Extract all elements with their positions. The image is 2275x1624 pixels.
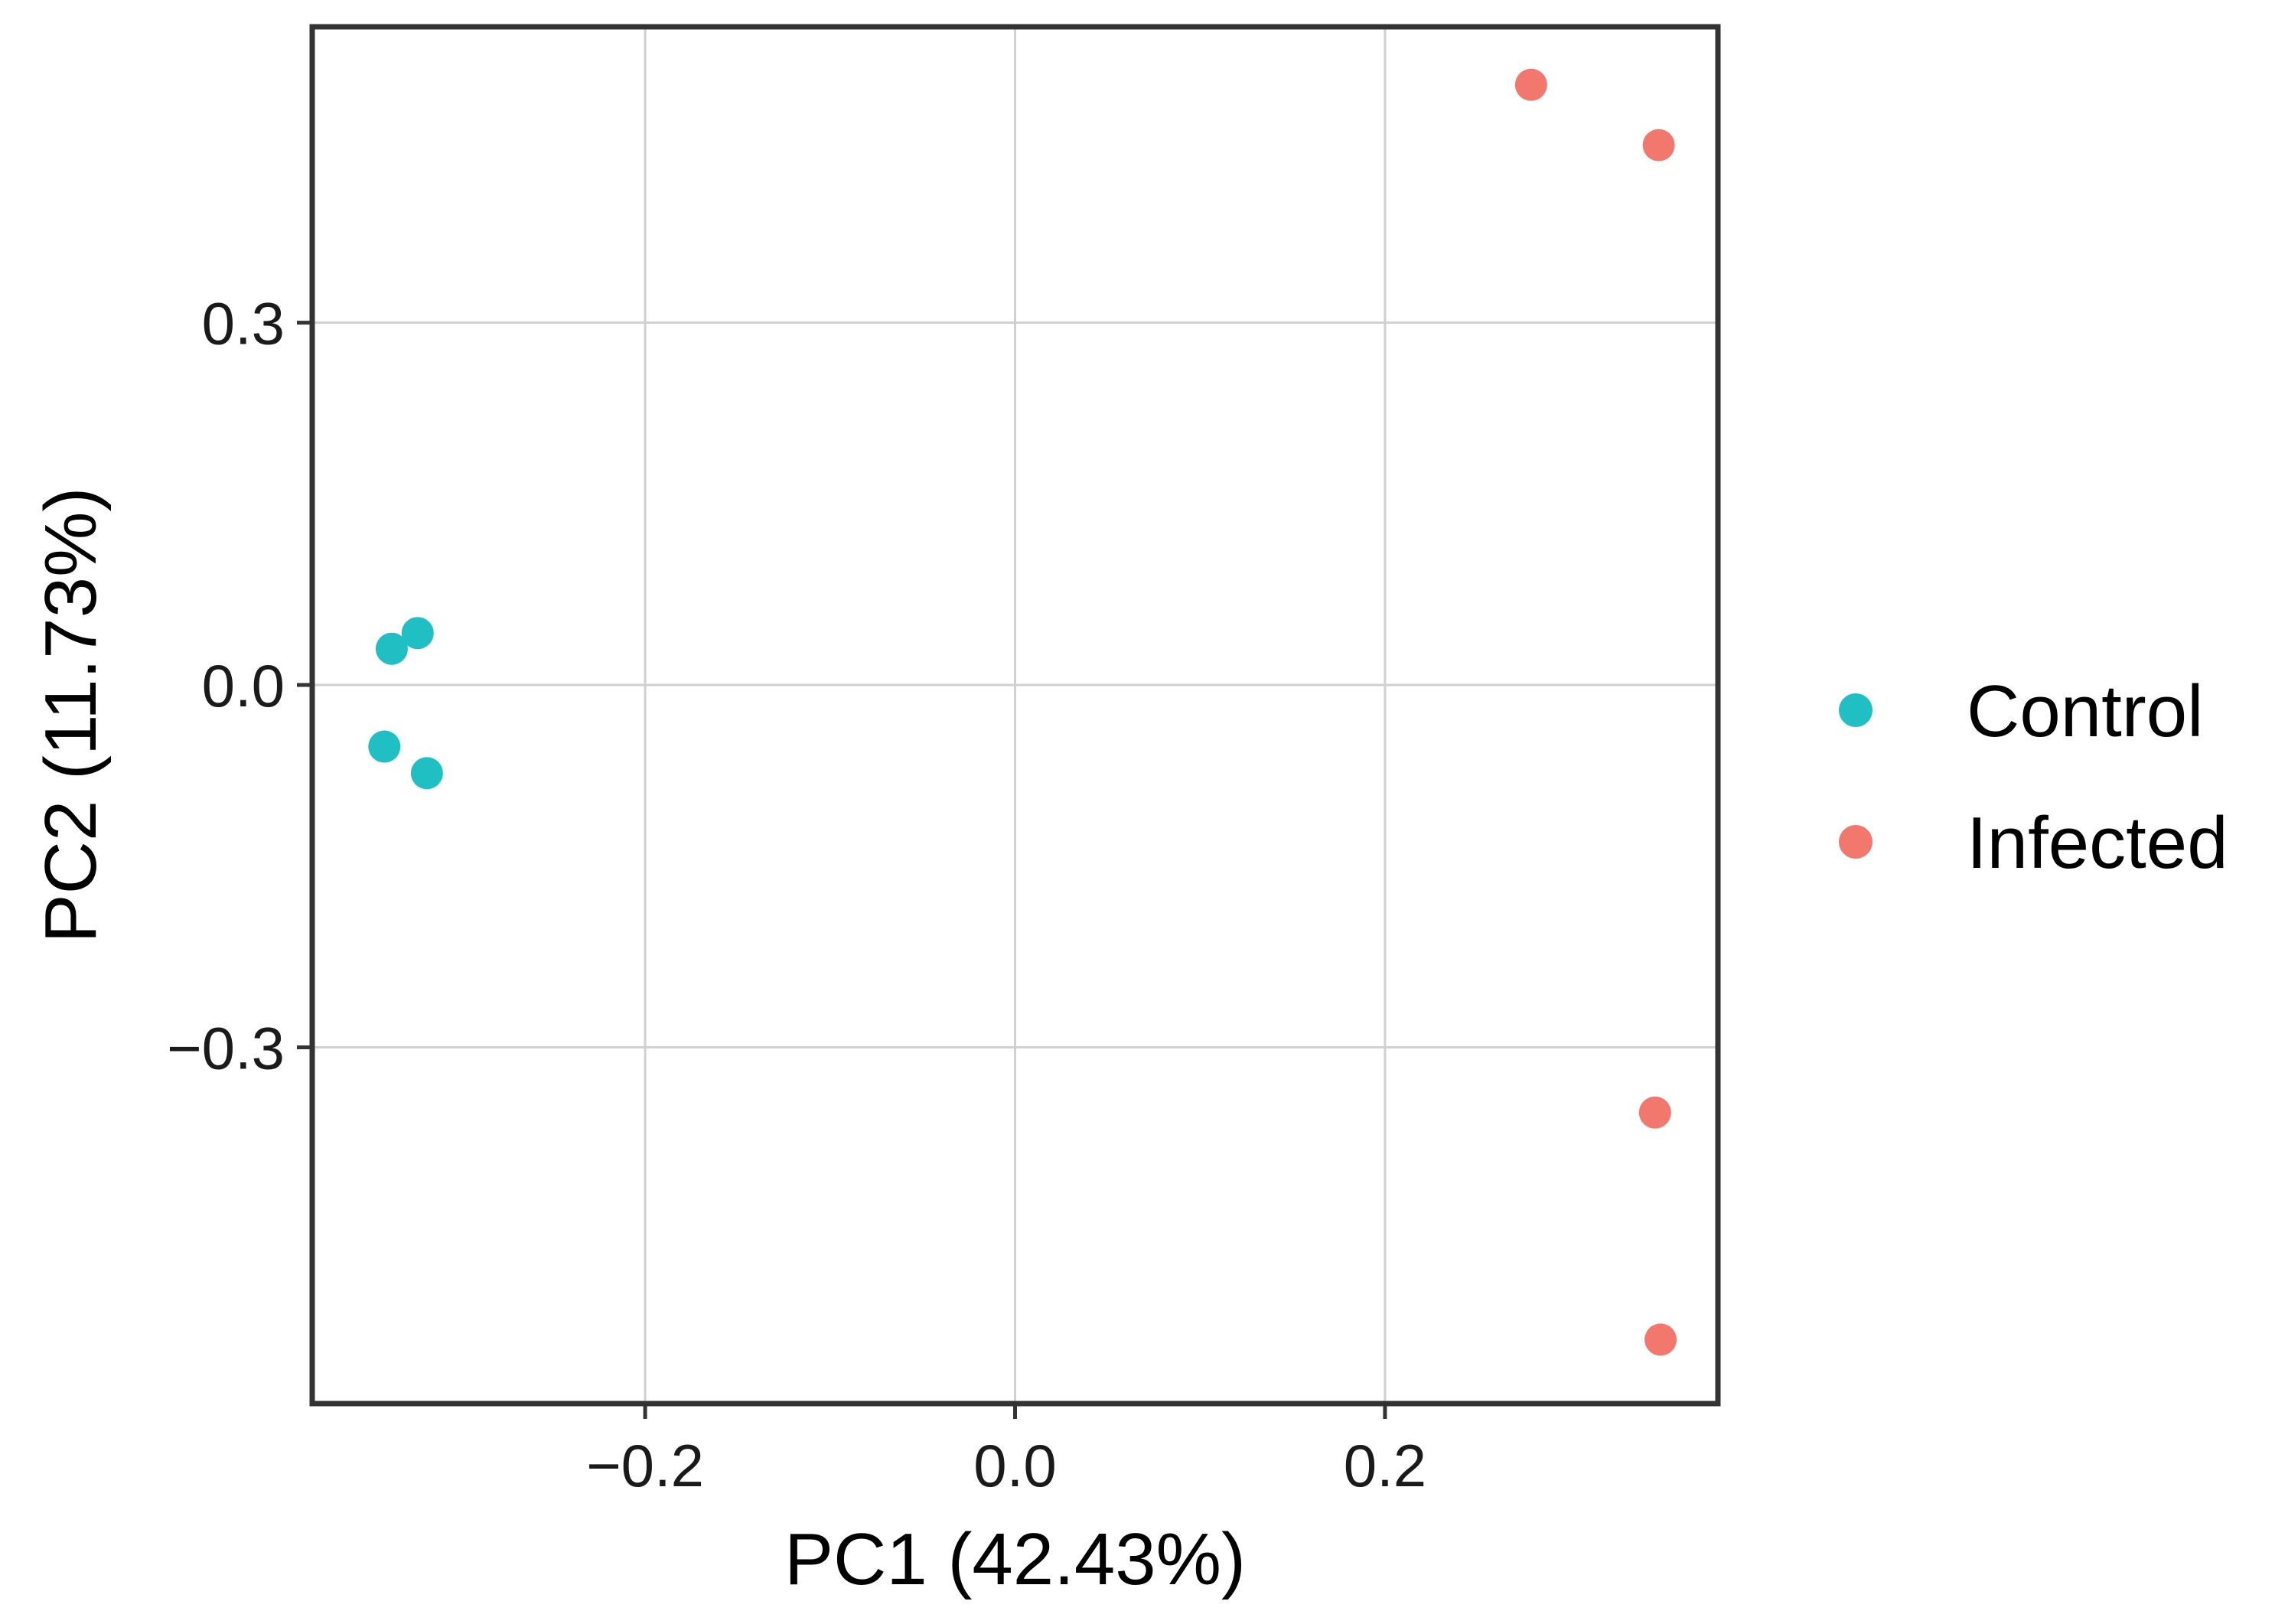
y-axis-title: PC2 (11.73%) — [30, 488, 112, 944]
y-tick-label: 0.0 — [202, 652, 285, 719]
data-points — [368, 68, 1677, 1356]
legend-key-infected — [1839, 825, 1872, 859]
legend-label-infected: Infected — [1967, 802, 2228, 884]
infected-point — [1514, 68, 1547, 101]
axis-tick-labels: −0.2 0.0 0.2 −0.3 0.0 0.3 — [167, 290, 1426, 1499]
legend-key-control — [1839, 693, 1872, 727]
y-tick-label: 0.3 — [202, 290, 285, 357]
infected-point — [1644, 1323, 1677, 1356]
control-point — [375, 632, 408, 665]
x-tick-label: 0.0 — [973, 1432, 1056, 1499]
control-point — [368, 730, 401, 763]
y-tick-label: −0.3 — [167, 1014, 285, 1081]
x-tick-label: 0.2 — [1344, 1432, 1426, 1499]
axis-ticks — [297, 321, 1387, 1419]
x-tick-label: −0.2 — [586, 1432, 704, 1499]
legend: Control Infected — [1839, 670, 2228, 884]
x-axis-title: PC1 (42.43%) — [784, 1518, 1246, 1600]
infected-point — [1642, 129, 1675, 161]
legend-label-control: Control — [1967, 670, 2203, 752]
grid-lines — [312, 27, 1718, 1404]
control-point — [401, 617, 434, 650]
infected-point — [1638, 1096, 1671, 1129]
control-point — [410, 757, 443, 790]
